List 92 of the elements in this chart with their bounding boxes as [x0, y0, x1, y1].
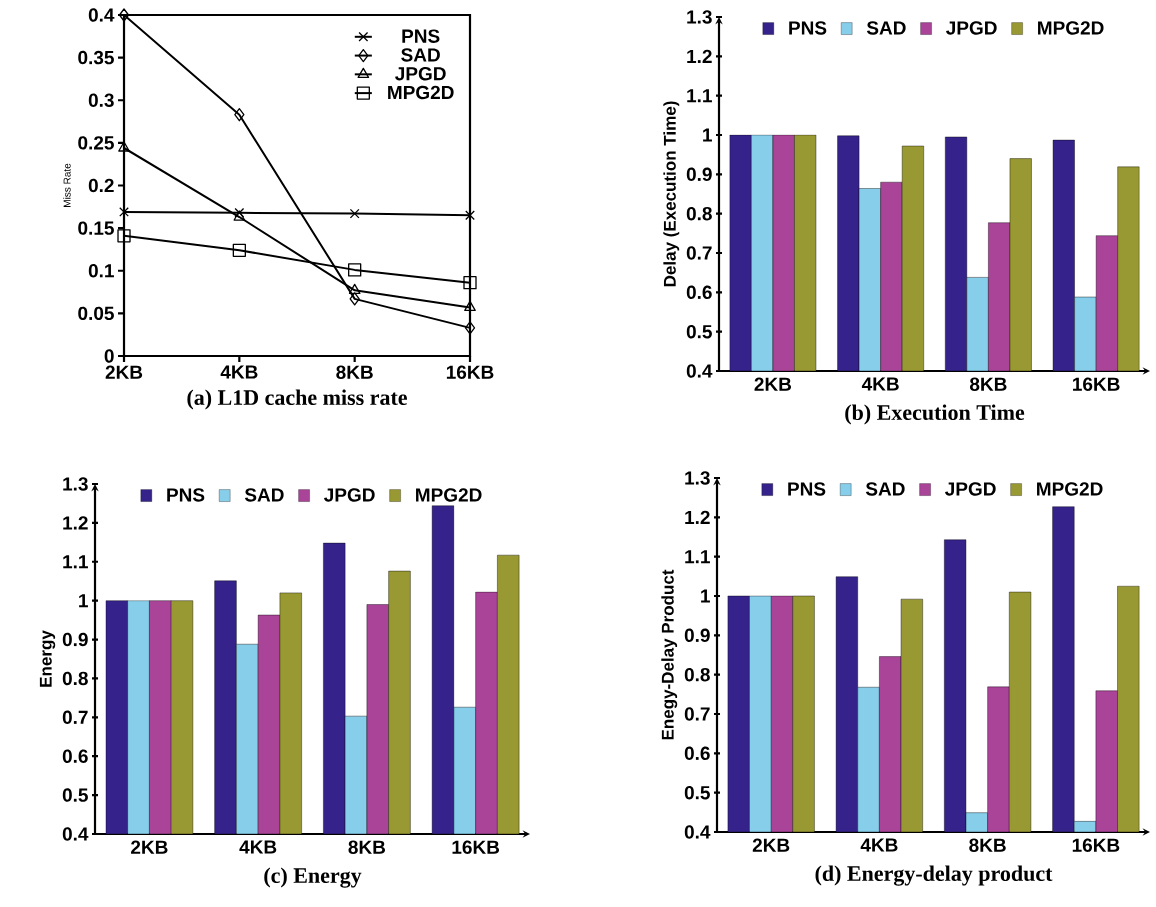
- x-tick-label: 16KB: [1073, 377, 1120, 391]
- y-tick-label: 1.1: [63, 555, 88, 569]
- y-tick-label: 0.8: [686, 206, 712, 221]
- legend-label: PNS: [788, 482, 826, 496]
- point: [117, 229, 131, 243]
- legend-label: JPGD: [946, 21, 997, 35]
- x-tick-label: 4KB: [860, 838, 898, 852]
- y-tick-label: 1.3: [63, 477, 88, 491]
- legend-label: PNS: [402, 29, 440, 43]
- y-tick-label: 0.6: [686, 285, 712, 300]
- point: [464, 321, 476, 335]
- y-tick-label: 0.6: [684, 746, 710, 761]
- point: [349, 292, 360, 306]
- point: [234, 108, 245, 122]
- y-tick-label: 0.5: [684, 785, 710, 800]
- legend-label: JPGD: [395, 66, 446, 81]
- legend-label: MPG2D: [388, 85, 454, 100]
- y-tick-label: 1.3: [685, 471, 710, 485]
- y-axis-title: Miss Rate: [63, 163, 71, 207]
- y-tick-label: 1.2: [63, 516, 88, 530]
- legend-label: PNS: [789, 21, 827, 35]
- y-tick-label: 0.7: [684, 707, 710, 721]
- y-tick-label: 1: [79, 594, 88, 608]
- y-tick-label: 0.2: [88, 178, 114, 193]
- point: [119, 207, 129, 217]
- y-tick-label: 1.1: [687, 89, 712, 103]
- x-tick-label: 2KB: [105, 365, 143, 379]
- x-tick-label: 4KB: [239, 840, 277, 854]
- point: [118, 8, 130, 22]
- y-tick-label: 0.35: [78, 50, 114, 65]
- y-tick-label: 0.9: [686, 167, 712, 182]
- text: (b) Execution Time: [845, 404, 1025, 425]
- x-tick-label: 8KB: [336, 365, 373, 379]
- y-axis-title: Delay (Execution Time): [663, 101, 680, 287]
- legend-label: JPGD: [945, 482, 996, 496]
- text: (c) Energy: [264, 867, 362, 888]
- y-tick-label: 0.3: [88, 93, 114, 107]
- x-tick-label: 8KB: [348, 840, 386, 854]
- y-tick-label: 0: [104, 349, 114, 363]
- point: [118, 141, 130, 152]
- legend-label: SAD: [244, 488, 284, 502]
- legend-label: SAD: [401, 48, 440, 62]
- text: (a) L1D cache miss rate: [187, 389, 407, 410]
- legend-label: PNS: [167, 488, 205, 502]
- y-tick-label: 0.4: [684, 825, 711, 839]
- y-tick-label: 0.05: [78, 306, 114, 321]
- y-tick-label: 0.8: [62, 671, 88, 686]
- x-tick-label: 4KB: [861, 377, 899, 391]
- y-tick-label: 0.4: [88, 8, 115, 22]
- point: [348, 263, 362, 277]
- y-tick-label: 0.1: [88, 264, 114, 278]
- point: [349, 208, 360, 219]
- y-tick-label: 0.4: [686, 364, 713, 378]
- legend-label: MPG2D: [1038, 21, 1104, 35]
- point: [463, 276, 477, 290]
- y-tick-label: 1.2: [687, 49, 712, 63]
- x-tick-label: 8KB: [969, 377, 1007, 391]
- x-tick-label: 16KB: [452, 840, 500, 854]
- y-tick-label: 0.4: [62, 827, 89, 841]
- x-tick-label: 16KB: [446, 365, 494, 379]
- y-tick-label: 0.7: [686, 246, 712, 260]
- legend-label: MPG2D: [416, 488, 482, 502]
- y-tick-label: 0.9: [62, 632, 88, 647]
- y-tick-label: 0.9: [684, 628, 710, 643]
- y-tick-label: 0.15: [78, 221, 114, 235]
- point: [465, 210, 475, 221]
- x-tick-label: 2KB: [754, 377, 792, 391]
- x-tick-label: 8KB: [969, 838, 1006, 852]
- x-tick-label: 2KB: [131, 840, 168, 854]
- y-tick-label: 1.3: [687, 10, 712, 24]
- y-tick-label: 0.5: [686, 324, 712, 339]
- point: [232, 243, 246, 257]
- y-tick-label: 0.25: [78, 136, 114, 150]
- y-tick-label: 0.5: [62, 788, 88, 802]
- y-tick-label: 0.8: [684, 667, 710, 682]
- point: [348, 283, 361, 294]
- text: (d) Energy-delay product: [815, 865, 1053, 886]
- y-tick-label: 1.1: [685, 550, 710, 564]
- y-tick-label: 1.2: [685, 510, 710, 524]
- x-tick-label: 16KB: [1072, 838, 1120, 852]
- y-tick-label: 1: [701, 589, 710, 603]
- y-tick-label: 0.7: [62, 710, 88, 725]
- x-tick-label: 4KB: [220, 365, 258, 379]
- legend-label: SAD: [865, 482, 905, 496]
- y-axis-title: Enegy-Delay Product: [661, 569, 678, 740]
- y-tick-label: 0.6: [62, 749, 88, 763]
- legend-label: JPGD: [324, 488, 375, 502]
- y-axis-title: Energy: [39, 630, 56, 687]
- legend-label: MPG2D: [1037, 482, 1103, 496]
- x-tick-label: 2KB: [752, 838, 790, 852]
- y-tick-label: 1: [703, 128, 712, 142]
- legend-label: SAD: [866, 21, 906, 35]
